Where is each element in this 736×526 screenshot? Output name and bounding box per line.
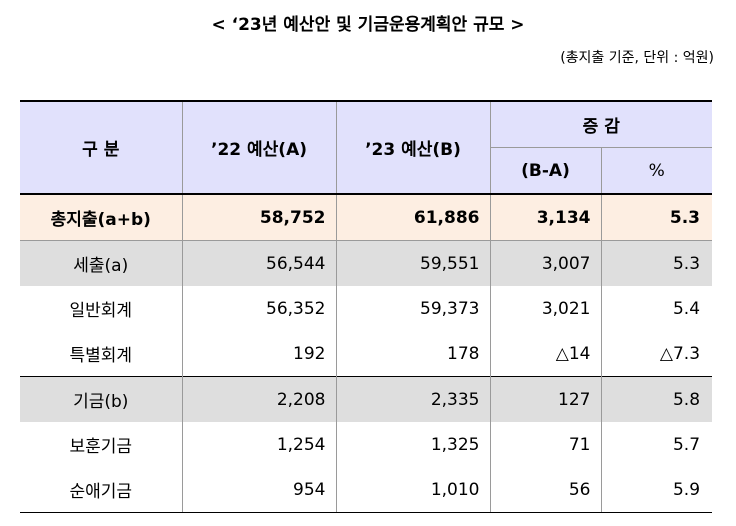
row-label: 기금(b) [20,376,183,422]
header-percent: % [600,147,713,195]
row-label: 특별회계 [20,331,183,377]
table-row-memorial-fund: 순애기금 954 1,010 56 5.9 [20,467,713,513]
cell-diff: 127 [489,376,602,422]
cell-2023: 59,551 [335,240,491,286]
cell-2022: 2,208 [181,376,337,422]
cell-percent: 5.7 [600,422,713,467]
cell-2023: 1,010 [335,467,491,513]
cell-2023: 1,325 [335,422,491,467]
unit-note: (총지출 기준, 단위 : 억원) [560,50,714,66]
header-change: 증 감 [489,100,713,148]
cell-2022: 58,752 [181,194,337,241]
cell-percent: 5.4 [600,286,713,331]
cell-diff: △14 [489,331,602,377]
row-label: 일반회계 [20,286,183,331]
table-row-total: 총지출(a+b) 58,752 61,886 3,134 5.3 [20,194,713,241]
cell-diff: 71 [489,422,602,467]
cell-2023: 2,335 [335,376,491,422]
table-row-special-account: 특별회계 192 178 △14 △7.3 [20,331,713,377]
cell-diff: 3,021 [489,286,602,331]
cell-percent: 5.3 [600,194,713,241]
cell-diff: 3,134 [489,194,602,241]
header-2022-budget: ’22 예산(A) [181,100,337,195]
table-row-expenditure: 세출(a) 56,544 59,551 3,007 5.3 [20,240,713,286]
cell-2022: 954 [181,467,337,513]
cell-percent: 5.3 [600,240,713,286]
header-diff: (B-A) [490,147,602,195]
table-row-fund: 기금(b) 2,208 2,335 127 5.8 [20,376,713,422]
cell-2022: 1,254 [181,422,337,467]
row-label: 보훈기금 [20,422,183,467]
table-row-veterans-fund: 보훈기금 1,254 1,325 71 5.7 [20,422,713,467]
cell-2023: 59,373 [335,286,491,331]
cell-2022: 192 [181,331,337,377]
header-2023-budget: ’23 예산(B) [335,100,491,195]
table-row-general-account: 일반회계 56,352 59,373 3,021 5.4 [20,286,713,331]
cell-2023: 178 [335,331,491,377]
header-category: 구 분 [20,100,183,195]
cell-percent: △7.3 [600,331,713,377]
row-label: 순애기금 [20,467,183,513]
cell-diff: 56 [489,467,602,513]
budget-table: 구 분 ’22 예산(A) ’23 예산(B) 증 감 (B-A) % 총지출(… [20,100,713,513]
cell-2022: 56,544 [181,240,337,286]
row-label: 세출(a) [20,240,183,286]
cell-percent: 5.9 [600,467,713,513]
row-label: 총지출(a+b) [20,194,183,241]
page-title: < ‘23년 예산안 및 기금운용계획안 규모 > [211,15,525,35]
cell-2023: 61,886 [335,194,491,241]
cell-percent: 5.8 [600,376,713,422]
cell-2022: 56,352 [181,286,337,331]
cell-diff: 3,007 [489,240,602,286]
